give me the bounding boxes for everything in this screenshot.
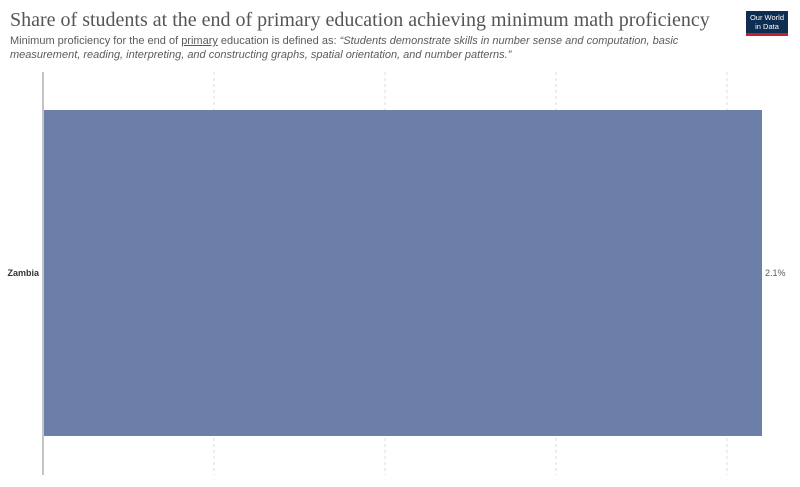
bar-zambia[interactable]: [44, 110, 762, 436]
primary-link[interactable]: primary: [181, 35, 218, 47]
owid-logo[interactable]: Our World in Data: [746, 11, 788, 36]
subtitle-mid: education is defined as:: [217, 35, 340, 47]
subtitle-quote: “Students demonstrate skills in number s…: [10, 35, 679, 61]
bars: [44, 110, 762, 436]
value-label: 2.1%: [765, 268, 786, 278]
category-label: Zambia: [7, 268, 40, 278]
chart-title: Share of students at the end of primary …: [10, 9, 710, 31]
logo-line-1: Our World: [749, 13, 785, 22]
chart-subtitle: Minimum proficiency for the end of prima…: [10, 34, 720, 62]
labels: Zambia 2.1%: [7, 268, 785, 278]
subtitle-prefix: Minimum proficiency for the end of: [10, 35, 182, 47]
logo-line-2: in Data: [755, 22, 779, 31]
